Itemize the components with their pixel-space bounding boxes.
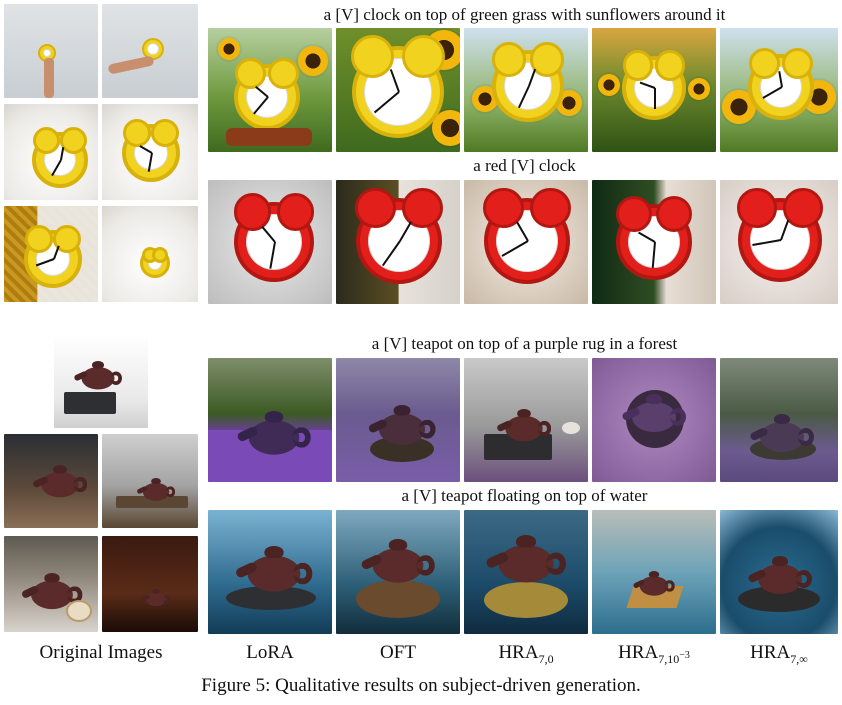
clock-icon: [24, 225, 82, 288]
original-teapot-image-2: [4, 434, 98, 528]
clock-icon: [350, 34, 446, 138]
teapot-icon: [747, 554, 812, 598]
clock-icon: [142, 38, 164, 60]
prompt-teapot-water: a [V] teapot floating on top of water: [401, 486, 648, 505]
lora-teapot-water: [208, 510, 332, 634]
label-hra-subscript: 7,0: [538, 651, 554, 666]
teapot-icon: [367, 403, 436, 449]
label-lora: LoRA: [246, 642, 294, 663]
clock-icon: [483, 187, 571, 284]
wood-platform: [484, 582, 568, 618]
chair: [226, 128, 312, 146]
hra-7-0-teapot-forest: [464, 358, 588, 482]
label-hra-7-inf: HRA7,∞: [720, 642, 838, 670]
label-hra-base: HRA: [750, 642, 791, 663]
label-oft: OFT: [380, 642, 416, 663]
original-clock-image-5: [4, 206, 98, 302]
label-hra-subscript: 7,10−3: [658, 649, 690, 666]
label-hra-7-0: HRA7,0: [464, 642, 588, 670]
lora-teapot-forest: [208, 358, 332, 482]
prompt-teapot-forest: a [V] teapot on top of a purple rug in a…: [371, 334, 678, 353]
teapot-icon: [20, 571, 83, 613]
oft-clock-red: [336, 180, 460, 304]
teapot-icon: [136, 477, 176, 503]
prompt-clock-sunflowers: a [V] clock on top of green grass with s…: [323, 5, 726, 24]
lora-clock-sunflowers: [208, 28, 332, 152]
clock-icon: [32, 127, 88, 188]
clock-icon: [622, 49, 686, 120]
original-teapot-image-1: [54, 334, 148, 428]
oft-teapot-water: [336, 510, 460, 634]
teapot-icon: [360, 537, 435, 588]
hra-7-1e3-clock-sunflowers: [592, 28, 716, 152]
original-clock-image-3: [4, 104, 98, 200]
teapot-icon: [484, 533, 566, 588]
sunflower-icon: [298, 46, 328, 76]
figure-caption: Figure 5: Qualitative results on subject…: [201, 675, 641, 696]
clock-icon: [140, 246, 170, 278]
clock-icon: [234, 57, 300, 130]
hra-7-inf-clock-red: [720, 180, 838, 304]
original-clock-image-1: [4, 4, 98, 98]
teapot-icon: [632, 570, 675, 599]
original-clock-image-4: [102, 104, 198, 200]
clock-icon: [233, 193, 315, 282]
oft-clock-sunflowers: [336, 28, 460, 152]
label-hra-superscript: −3: [679, 649, 690, 661]
wood-platform: [356, 580, 440, 618]
hra-7-0-clock-red: [464, 180, 588, 304]
hra-7-1e3-teapot-water: [592, 510, 716, 634]
label-hra-base: HRA: [618, 642, 659, 663]
teapot-icon: [73, 360, 122, 393]
teapot-icon: [621, 392, 686, 436]
original-teapot-image-4: [4, 536, 98, 632]
teapot-icon: [236, 409, 311, 460]
hra-7-inf-teapot-water: [720, 510, 838, 634]
original-teapot-image-5: [102, 536, 198, 632]
clock-icon: [492, 42, 564, 122]
clock-icon: [615, 195, 693, 280]
prompt-clock-red: a red [V] clock: [473, 156, 576, 175]
teapot-icon: [32, 463, 88, 500]
clock-icon: [748, 47, 814, 120]
hra-7-0-clock-sunflowers: [464, 28, 588, 152]
sunflower-icon: [688, 78, 710, 100]
lora-clock-red: [208, 180, 332, 304]
hra-7-1e3-teapot-forest: [592, 358, 716, 482]
sunflower-icon: [218, 38, 240, 60]
teapot-icon: [749, 412, 814, 456]
original-teapot-image-3: [102, 434, 198, 528]
hand-arm: [44, 58, 54, 98]
label-original-images: Original Images: [39, 642, 163, 663]
stand: [64, 392, 116, 414]
teapot-icon: [496, 407, 552, 444]
original-clock-image-2: [102, 4, 198, 98]
clock-icon: [122, 119, 180, 182]
label-hra-base: HRA: [498, 642, 539, 663]
hra-7-1e3-clock-red: [592, 180, 716, 304]
label-hra-subscript-prefix: 7,10: [658, 651, 680, 666]
hra-7-0-teapot-water: [464, 510, 588, 634]
clock-icon: [737, 188, 823, 282]
cup: [66, 600, 92, 622]
hra-7-inf-clock-sunflowers: [720, 28, 838, 152]
table: [116, 496, 188, 508]
hra-7-inf-teapot-forest: [720, 358, 838, 482]
clock-icon: [355, 187, 443, 284]
teapot-icon: [234, 544, 313, 597]
cup: [562, 422, 580, 434]
label-hra-subscript: 7,∞: [790, 651, 808, 666]
original-clock-image-6: [102, 206, 198, 302]
hand-arm: [107, 55, 155, 75]
label-hra-7-10e-3: HRA7,10−3: [592, 642, 716, 670]
teapot-icon: [141, 588, 171, 608]
sunflower-icon: [598, 74, 620, 96]
oft-teapot-forest: [336, 358, 460, 482]
